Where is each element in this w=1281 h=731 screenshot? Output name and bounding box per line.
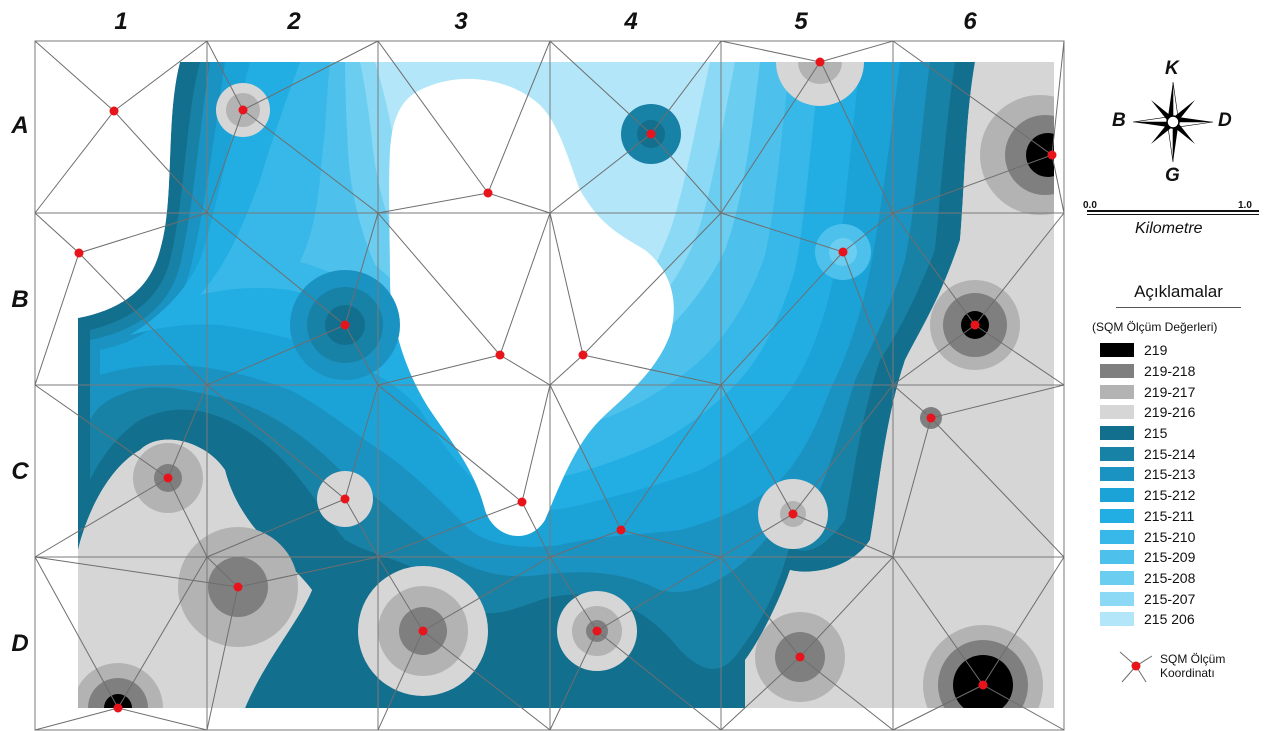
legend-swatch (1100, 446, 1134, 461)
compass-west-label: B (1112, 110, 1126, 131)
legend-label: 219-218 (1144, 363, 1196, 380)
sqm-point (788, 509, 798, 519)
legend-swatch (1100, 612, 1134, 627)
row-label-b: B (11, 286, 29, 313)
compass-star-icon (1132, 81, 1214, 163)
compass-north-label: K (1165, 58, 1179, 79)
scale-unit-label: Kilometre (1135, 220, 1203, 237)
scale-start-label: 0.0 (1083, 200, 1097, 211)
column-label-4: 4 (624, 8, 638, 35)
legend-swatch (1100, 467, 1134, 482)
sqm-point (74, 248, 84, 258)
sqm-point (233, 582, 243, 592)
legend-item: 215-212 (1092, 485, 1274, 506)
legend-title: Açıklamalar (1116, 282, 1241, 308)
sqm-points (74, 57, 1057, 713)
legend-swatch (1100, 591, 1134, 606)
legend-swatch (1100, 384, 1134, 399)
legend-swatch (1100, 570, 1134, 585)
sqm-point (163, 473, 173, 483)
sqm-point (970, 320, 980, 330)
legend-label: 215-213 (1144, 466, 1196, 483)
legend-item: 219-218 (1092, 361, 1274, 382)
row-label-c: C (11, 458, 29, 485)
scale-line (1087, 210, 1259, 212)
legend-label: 215-211 (1144, 507, 1195, 524)
sqm-point (926, 413, 936, 423)
legend-point-label: SQM Ölçüm Koordinatı (1160, 651, 1226, 680)
sqm-point (616, 525, 626, 535)
sqm-point (838, 247, 848, 257)
compass-east-label: D (1218, 110, 1232, 131)
sqm-point (578, 350, 588, 360)
row-label-a: A (11, 112, 29, 139)
legend-item: 215-207 (1092, 588, 1274, 609)
legend: Açıklamalar (SQM Ölçüm Değerleri) 219 219… (1092, 282, 1274, 686)
scale-end-label: 1.0 (1238, 200, 1252, 211)
legend-item: 215 206 (1092, 609, 1274, 630)
legend-item: 215 (1092, 423, 1274, 444)
legend-swatch (1100, 508, 1134, 523)
legend-item: 219-217 (1092, 381, 1274, 402)
scale-line-secondary (1087, 214, 1259, 215)
legend-label: 215-214 (1144, 445, 1196, 462)
legend-item: 215-209 (1092, 547, 1274, 568)
scale-bar: 0.0 1.0 Kilometre (1083, 200, 1268, 240)
sqm-point (517, 497, 527, 507)
legend-item: 215-214 (1092, 443, 1274, 464)
column-label-1: 1 (114, 8, 128, 35)
sqm-point (238, 105, 248, 115)
column-label-3: 3 (454, 8, 468, 35)
legend-label: 215 206 (1144, 611, 1195, 628)
measurement-point-icon (1119, 651, 1153, 682)
sqm-point (109, 106, 119, 116)
legend-label: 215-208 (1144, 569, 1196, 586)
legend-swatch (1100, 550, 1134, 565)
legend-label: 219-216 (1144, 404, 1196, 421)
legend-label: 215-207 (1144, 590, 1196, 607)
legend-item: 215-208 (1092, 568, 1274, 589)
compass-rose: K G B D (1108, 58, 1238, 188)
row-label-d: D (11, 630, 29, 657)
legend-subtitle: (SQM Ölçüm Değerleri) (1092, 320, 1218, 334)
legend-label: 215-212 (1144, 487, 1196, 504)
legend-label: 215 (1144, 425, 1168, 442)
legend-label: 215-210 (1144, 528, 1196, 545)
legend-label: 215-209 (1144, 549, 1196, 566)
legend-swatch (1100, 405, 1134, 420)
legend-items: 219 219-218 219-217 219-216 215 215-214 215-21… (1092, 340, 1274, 630)
legend-label: 219 (1144, 342, 1168, 359)
compass-south-label: G (1165, 165, 1180, 186)
sqm-point (483, 188, 493, 198)
sqm-point (495, 350, 505, 360)
sqm-point (1047, 150, 1057, 160)
legend-point-entry: SQM Ölçüm Koordinatı (1116, 646, 1274, 686)
legend-label: 219-217 (1144, 383, 1196, 400)
legend-item: 215-211 (1092, 506, 1274, 527)
sqm-point (646, 129, 656, 139)
legend-swatch (1100, 426, 1134, 441)
legend-swatch (1100, 343, 1134, 358)
legend-item: 215-213 (1092, 464, 1274, 485)
sqm-point (418, 626, 428, 636)
sqm-point (815, 57, 825, 67)
legend-item: 219-216 (1092, 402, 1274, 423)
column-label-5: 5 (794, 8, 808, 35)
sqm-point (340, 320, 350, 330)
legend-item: 219 (1092, 340, 1274, 361)
legend-item: 215-210 (1092, 526, 1274, 547)
column-label-2: 2 (287, 8, 301, 35)
surface-layer (78, 62, 1054, 708)
legend-swatch (1100, 488, 1134, 503)
legend-swatch (1100, 364, 1134, 379)
sqm-point (795, 652, 805, 662)
column-label-6: 6 (963, 8, 977, 35)
sqm-point (978, 680, 988, 690)
legend-swatch (1100, 529, 1134, 544)
sqm-point (340, 494, 350, 504)
sqm-point (592, 626, 602, 636)
sqm-point (113, 703, 123, 713)
